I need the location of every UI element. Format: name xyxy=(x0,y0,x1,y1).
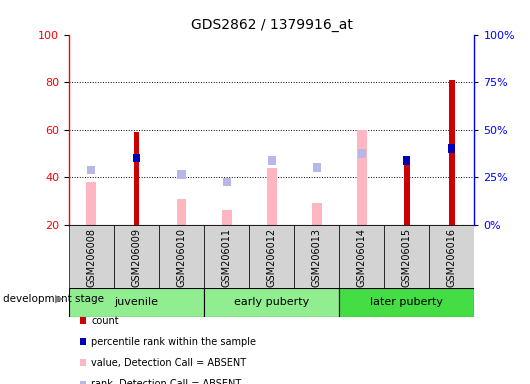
Bar xyxy=(449,80,455,225)
Bar xyxy=(86,182,96,225)
Text: later puberty: later puberty xyxy=(370,297,443,308)
Text: GSM206014: GSM206014 xyxy=(357,228,367,287)
Bar xyxy=(357,130,367,225)
Bar xyxy=(87,166,95,174)
Bar xyxy=(403,156,410,165)
Bar xyxy=(69,225,114,288)
Bar xyxy=(133,154,140,162)
Bar xyxy=(339,225,384,288)
Bar xyxy=(358,149,366,158)
Bar xyxy=(223,177,231,186)
Bar xyxy=(429,225,474,288)
Bar xyxy=(178,170,186,179)
Text: value, Detection Call = ABSENT: value, Detection Call = ABSENT xyxy=(92,358,246,368)
Bar xyxy=(69,288,204,317)
Bar xyxy=(267,168,277,225)
Bar xyxy=(159,225,204,288)
Bar xyxy=(134,132,139,225)
Bar xyxy=(222,210,232,225)
Bar xyxy=(404,156,410,225)
Text: GSM206008: GSM206008 xyxy=(86,228,96,287)
Text: GSM206013: GSM206013 xyxy=(312,228,322,287)
Text: GSM206011: GSM206011 xyxy=(222,228,232,287)
Bar xyxy=(313,163,321,172)
Text: count: count xyxy=(92,316,119,326)
Text: GSM206012: GSM206012 xyxy=(267,228,277,287)
Text: GSM206016: GSM206016 xyxy=(447,228,457,287)
Bar xyxy=(384,225,429,288)
Text: GSM206015: GSM206015 xyxy=(402,228,412,287)
Text: ▶: ▶ xyxy=(55,293,64,304)
Bar xyxy=(294,225,339,288)
Text: rank, Detection Call = ABSENT: rank, Detection Call = ABSENT xyxy=(92,379,242,384)
Text: GSM206009: GSM206009 xyxy=(131,228,142,287)
Bar xyxy=(204,288,339,317)
Bar xyxy=(268,156,276,165)
Text: GSM206010: GSM206010 xyxy=(176,228,187,287)
Bar xyxy=(204,225,249,288)
Bar xyxy=(312,203,322,225)
Bar xyxy=(249,225,294,288)
Bar xyxy=(448,144,455,153)
Text: development stage: development stage xyxy=(3,293,104,304)
Title: GDS2862 / 1379916_at: GDS2862 / 1379916_at xyxy=(191,18,352,32)
Bar xyxy=(339,288,474,317)
Text: percentile rank within the sample: percentile rank within the sample xyxy=(92,337,257,347)
Bar xyxy=(176,199,187,225)
Text: juvenile: juvenile xyxy=(114,297,158,308)
Text: early puberty: early puberty xyxy=(234,297,309,308)
Bar xyxy=(114,225,159,288)
